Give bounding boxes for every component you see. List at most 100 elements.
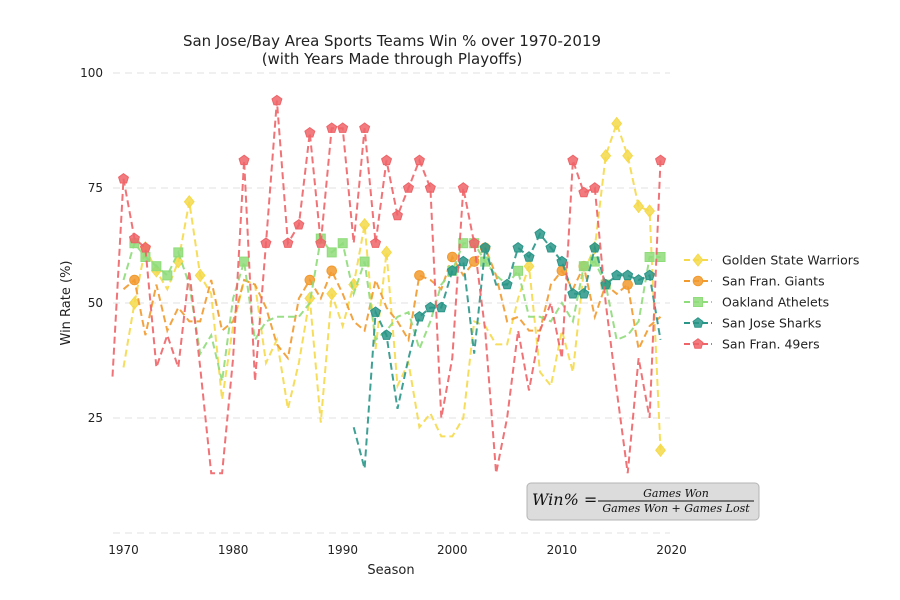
y-tick-label: 100	[80, 66, 103, 80]
data-point	[567, 287, 579, 299]
data-point	[468, 256, 480, 267]
x-axis-ticks: 1970 1980 1990 2000 2010 2020	[108, 543, 687, 557]
data-point	[326, 247, 337, 258]
data-point	[578, 186, 590, 198]
data-point	[381, 154, 393, 166]
data-point	[128, 232, 140, 244]
legend-label: San Fran. 49ers	[722, 337, 820, 352]
data-point	[162, 270, 173, 281]
data-point	[413, 154, 425, 166]
data-point	[479, 241, 491, 253]
data-point	[326, 122, 338, 133]
data-point	[435, 301, 447, 313]
data-point	[446, 264, 458, 276]
chart-title: San Jose/Bay Area Sports Teams Win % ove…	[183, 32, 601, 50]
legend-marker	[692, 253, 704, 267]
data-point	[512, 241, 524, 253]
data-point	[567, 154, 579, 166]
legend-item: San Fran. Giants	[684, 274, 825, 289]
data-point	[118, 172, 129, 184]
legend-item: San Jose Sharks	[684, 316, 821, 331]
formula-numerator: Games Won	[643, 487, 709, 500]
data-point	[458, 238, 469, 249]
series-line	[352, 232, 662, 469]
series-line	[122, 245, 662, 361]
data-point	[633, 199, 645, 214]
y-tick-label: 75	[88, 181, 103, 195]
legend-item: Golden State Warriors	[684, 253, 859, 268]
data-point	[600, 148, 612, 163]
legend-marker	[692, 338, 704, 349]
legend-marker	[692, 275, 704, 287]
chart-subtitle: (with Years Made through Playoffs)	[262, 50, 523, 68]
data-point	[545, 241, 557, 253]
data-point	[578, 287, 590, 299]
data-point	[304, 126, 316, 138]
y-axis-ticks: 25 50 75 100	[80, 66, 103, 425]
legend-item: Oakland Athelets	[684, 295, 829, 310]
data-point	[578, 261, 589, 272]
legend: Golden State Warriors San Fran. Giants Oak…	[684, 253, 859, 352]
data-point	[402, 182, 414, 193]
data-point	[655, 252, 666, 262]
series-oakland-athelets	[122, 233, 666, 382]
data-point	[282, 237, 294, 248]
series-line	[122, 236, 661, 382]
data-point	[239, 256, 250, 267]
data-point	[381, 329, 393, 340]
data-point	[414, 270, 425, 281]
data-point	[556, 265, 568, 277]
formula-annotation: Win% = Games Won Games Won + Games Lost	[526, 482, 760, 521]
data-point	[326, 265, 338, 277]
data-point	[523, 251, 535, 262]
data-point	[589, 182, 601, 193]
series-line	[122, 120, 662, 451]
data-point	[589, 241, 601, 253]
data-point	[183, 194, 195, 209]
data-point	[392, 209, 403, 221]
data-point	[523, 259, 535, 274]
formula-lhs: Win% =	[532, 490, 597, 509]
series-san-jose-sharks	[352, 228, 662, 469]
data-point	[413, 310, 425, 322]
data-point	[655, 443, 666, 458]
data-point	[194, 268, 206, 283]
legend-label: San Jose Sharks	[722, 316, 821, 331]
data-point	[370, 237, 382, 248]
data-point	[271, 94, 283, 106]
legend-marker	[693, 297, 703, 307]
data-point	[337, 238, 348, 249]
x-tick-label: 2010	[547, 543, 578, 557]
data-point	[139, 241, 151, 253]
data-point	[644, 269, 656, 281]
data-point	[501, 278, 513, 290]
data-point	[622, 148, 634, 163]
formula-denominator: Games Won + Games Lost	[602, 502, 750, 515]
data-point	[173, 247, 184, 258]
data-point	[260, 237, 272, 248]
x-tick-label: 2000	[437, 543, 468, 557]
data-point	[447, 251, 458, 263]
data-point	[644, 204, 656, 218]
legend-label: San Fran. Giants	[722, 274, 825, 289]
y-tick-label: 50	[88, 296, 103, 310]
data-point	[655, 154, 667, 166]
legend-item: San Fran. 49ers	[684, 337, 820, 352]
y-tick-label: 25	[88, 411, 103, 425]
data-point	[534, 228, 546, 239]
data-point	[359, 217, 371, 232]
data-point	[238, 154, 250, 166]
x-axis-label: Season	[367, 563, 414, 578]
data-point	[644, 252, 655, 262]
series-lines	[111, 94, 667, 475]
data-point	[611, 269, 623, 281]
y-axis-label: Win Rate (%)	[59, 261, 74, 346]
legend-marker	[692, 317, 704, 328]
data-point	[622, 269, 634, 281]
data-point	[513, 265, 524, 276]
x-tick-label: 1970	[108, 543, 139, 557]
data-point	[315, 237, 327, 248]
data-point	[293, 218, 305, 230]
data-point	[424, 182, 436, 193]
